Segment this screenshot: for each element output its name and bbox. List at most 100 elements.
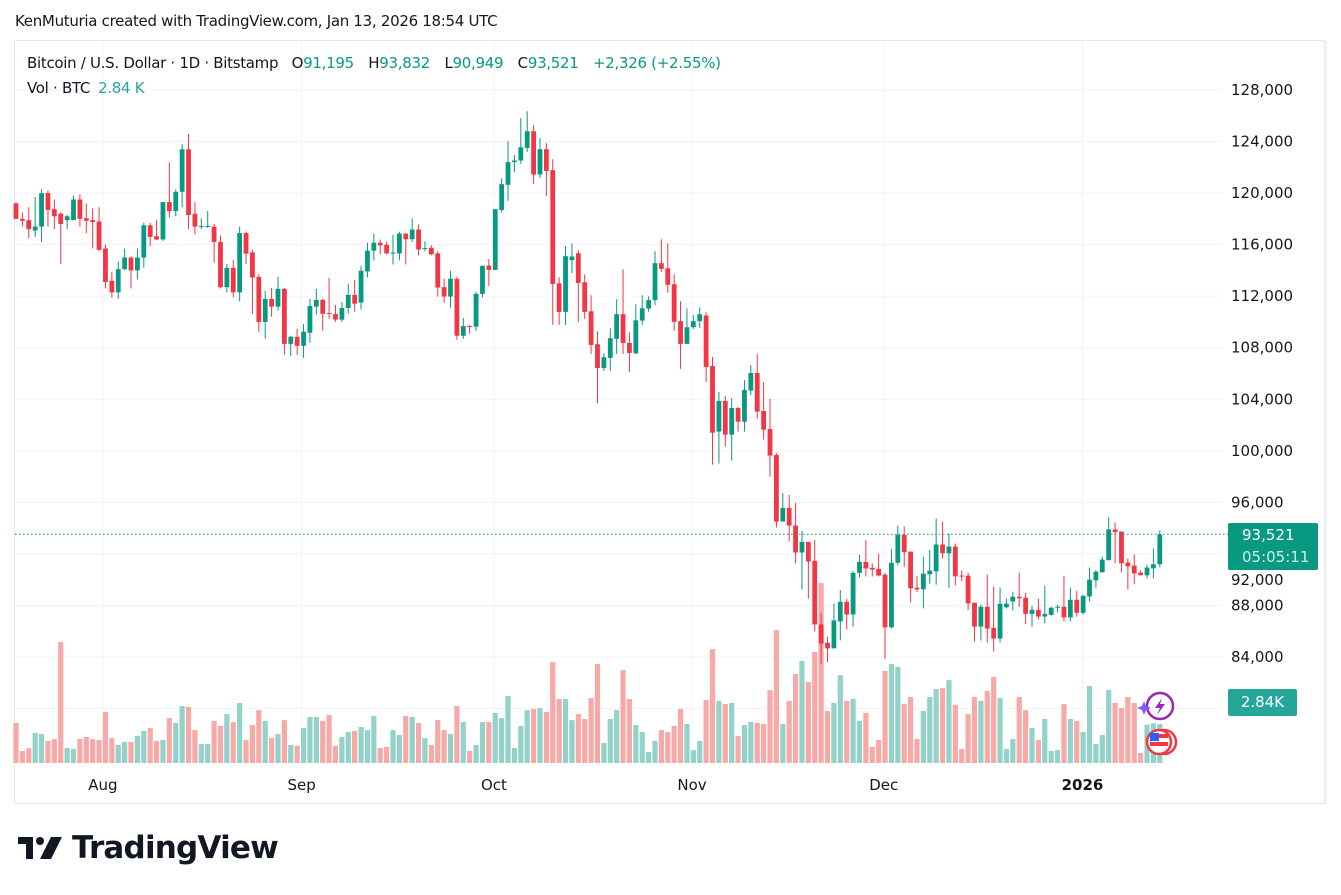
candle[interactable]	[409, 218, 415, 242]
candle[interactable]	[844, 598, 850, 630]
candle[interactable]	[933, 518, 939, 585]
candle[interactable]	[160, 202, 166, 241]
candle[interactable]	[882, 572, 888, 659]
candle[interactable]	[697, 307, 703, 328]
candle[interactable]	[1093, 570, 1099, 588]
candle[interactable]	[582, 274, 588, 319]
candle[interactable]	[556, 277, 562, 325]
candle[interactable]	[320, 298, 326, 331]
candle[interactable]	[1067, 587, 1073, 622]
candle[interactable]	[480, 265, 485, 298]
candle[interactable]	[141, 222, 147, 268]
candle[interactable]	[735, 407, 741, 432]
candle[interactable]	[313, 288, 319, 315]
candle[interactable]	[211, 224, 217, 263]
candle[interactable]	[96, 207, 102, 252]
candle[interactable]	[1112, 522, 1118, 564]
candle[interactable]	[166, 162, 172, 218]
candle[interactable]	[1036, 598, 1041, 620]
volume-legend[interactable]: Vol · BTC 2.84 K	[27, 79, 145, 97]
candle[interactable]	[1061, 575, 1067, 622]
candle[interactable]	[294, 328, 300, 355]
candle[interactable]	[754, 354, 760, 419]
candle[interactable]	[837, 589, 843, 641]
candle[interactable]	[428, 245, 434, 256]
candle[interactable]	[627, 332, 632, 372]
candle[interactable]	[908, 551, 913, 603]
candle[interactable]	[850, 570, 856, 627]
candle[interactable]	[288, 335, 294, 356]
candle[interactable]	[224, 263, 230, 293]
candle[interactable]	[269, 287, 274, 317]
candle[interactable]	[397, 231, 402, 261]
candle[interactable]	[901, 526, 907, 567]
candle[interactable]	[716, 392, 722, 464]
candle[interactable]	[857, 554, 862, 578]
candle[interactable]	[192, 202, 198, 235]
candle[interactable]	[767, 399, 773, 477]
candle[interactable]	[729, 397, 735, 461]
candle[interactable]	[339, 301, 345, 322]
candle[interactable]	[492, 209, 498, 270]
candle[interactable]	[1023, 592, 1029, 624]
candle[interactable]	[742, 380, 747, 432]
candle[interactable]	[218, 235, 223, 289]
candle[interactable]	[205, 211, 211, 228]
us-flag-economic-event-icon[interactable]	[1145, 728, 1178, 756]
candle[interactable]	[646, 296, 652, 312]
candle[interactable]	[952, 543, 958, 586]
event-icons[interactable]	[1136, 690, 1180, 756]
candle[interactable]	[793, 502, 798, 564]
candle[interactable]	[122, 248, 128, 271]
candle[interactable]	[748, 364, 754, 396]
candle[interactable]	[550, 159, 556, 325]
candle[interactable]	[588, 295, 594, 354]
candle[interactable]	[390, 234, 396, 265]
candle[interactable]	[371, 233, 377, 261]
candle[interactable]	[109, 271, 115, 298]
candle[interactable]	[684, 308, 690, 344]
candle[interactable]	[1004, 598, 1009, 609]
candle[interactable]	[959, 570, 965, 581]
candle[interactable]	[58, 212, 64, 264]
candle[interactable]	[1157, 530, 1163, 568]
candle[interactable]	[722, 396, 728, 447]
candle[interactable]	[543, 143, 549, 196]
candle[interactable]	[786, 494, 792, 542]
candle[interactable]	[186, 133, 191, 230]
candle[interactable]	[895, 525, 901, 566]
candle[interactable]	[275, 276, 281, 311]
tradingview-logo[interactable]: TradingView	[18, 830, 279, 866]
candle[interactable]	[889, 548, 894, 629]
candle[interactable]	[1106, 517, 1112, 561]
candle[interactable]	[1055, 604, 1060, 613]
candle[interactable]	[710, 357, 715, 465]
candle[interactable]	[575, 250, 581, 323]
candle[interactable]	[422, 241, 428, 252]
candle[interactable]	[1016, 572, 1022, 607]
candle[interactable]	[869, 563, 875, 577]
candle[interactable]	[1131, 554, 1137, 585]
candle[interactable]	[946, 533, 952, 589]
candle[interactable]	[467, 325, 473, 334]
candle[interactable]	[761, 382, 767, 440]
candle[interactable]	[620, 269, 626, 354]
candle[interactable]	[607, 328, 613, 371]
candle[interactable]	[652, 251, 658, 305]
candle[interactable]	[991, 586, 997, 652]
candle[interactable]	[658, 239, 664, 272]
candle[interactable]	[825, 636, 830, 663]
candle[interactable]	[512, 154, 517, 173]
candle[interactable]	[384, 241, 390, 255]
candle[interactable]	[805, 541, 811, 599]
candle[interactable]	[1048, 606, 1054, 616]
candle[interactable]	[39, 189, 44, 243]
candle[interactable]	[863, 539, 869, 577]
candle[interactable]	[595, 331, 600, 404]
candle[interactable]	[435, 251, 441, 297]
candle[interactable]	[537, 138, 543, 179]
candle[interactable]	[639, 295, 645, 325]
candle[interactable]	[352, 279, 358, 312]
candle[interactable]	[812, 539, 818, 632]
